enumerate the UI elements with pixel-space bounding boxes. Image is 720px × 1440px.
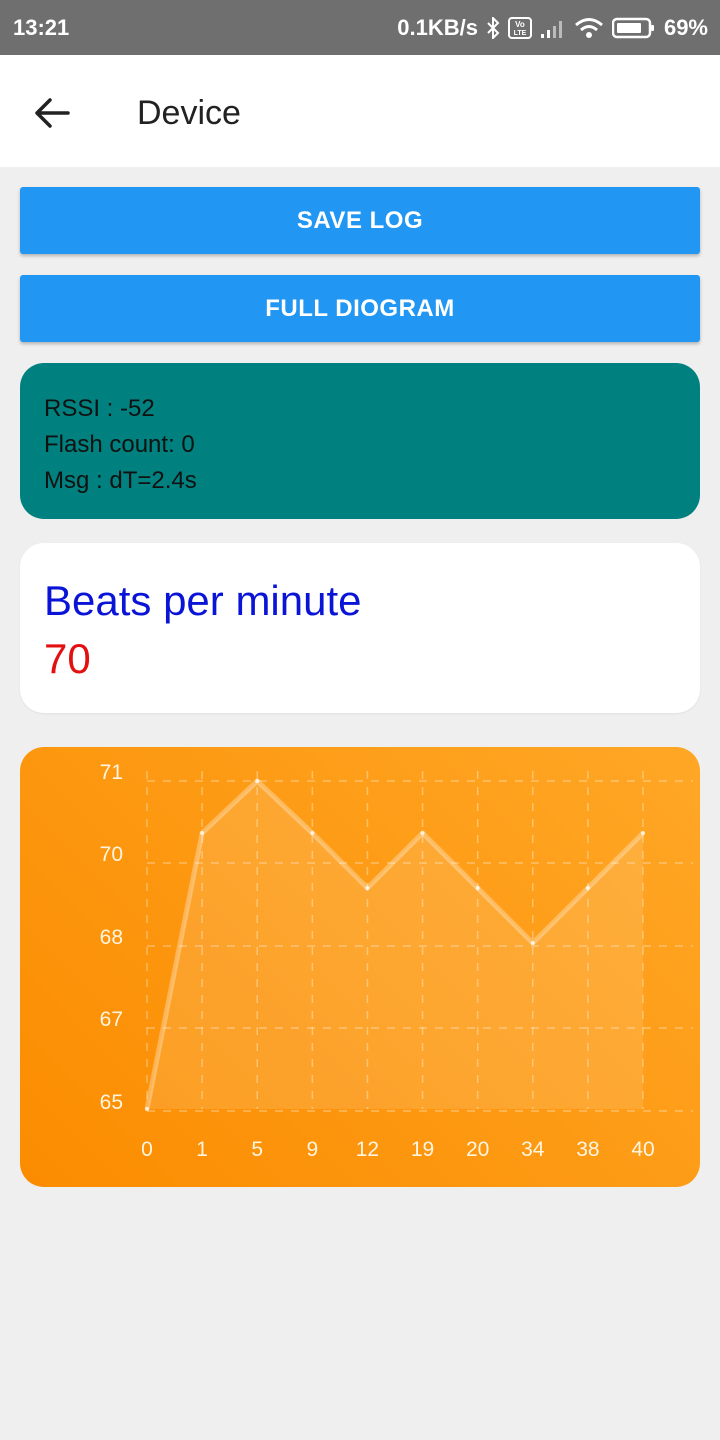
x-tick-label: 9: [306, 1138, 318, 1161]
bluetooth-icon: [486, 16, 500, 39]
series-line: [144, 778, 645, 1110]
arrow-left-icon: [35, 98, 70, 128]
bpm-value: 70: [44, 635, 91, 682]
data-point: [200, 831, 205, 835]
signal-icon: [540, 17, 566, 39]
data-point: [420, 831, 425, 835]
x-tick-label: 20: [466, 1138, 489, 1161]
back-button[interactable]: [30, 91, 74, 135]
battery-percent: 69%: [663, 14, 708, 40]
x-tick-label: 19: [411, 1138, 434, 1161]
series-area: [147, 781, 643, 1109]
y-tick-label: 65: [100, 1091, 123, 1114]
x-tick-label: 40: [631, 1138, 654, 1161]
data-point: [310, 831, 315, 835]
bpm-chart: 71 70 68 67 65 0 1 5 9 12 19 20 34 38 40: [20, 747, 700, 1187]
flash-count-text: Flash count: 0: [44, 431, 195, 458]
full-diogram-button[interactable]: FULL DIOGRAM: [20, 275, 700, 342]
y-tick-label: 68: [100, 926, 123, 949]
y-tick-label: 71: [100, 761, 123, 784]
x-tick-label: 5: [251, 1138, 263, 1161]
bpm-label: Beats per minute: [44, 577, 362, 624]
data-point: [641, 831, 645, 835]
volte-text-vo: Vo: [515, 20, 525, 29]
data-point: [145, 1107, 149, 1111]
x-tick-label: 1: [196, 1138, 208, 1161]
network-speed: 0.1KB/s: [397, 14, 478, 40]
status-icons: 0.1KB/s Vo LTE 69%: [397, 15, 708, 41]
x-tick-label: 12: [356, 1138, 379, 1161]
msg-text: Msg : dT=2.4s: [44, 467, 197, 494]
battery-icon: [611, 17, 656, 39]
status-bar: 13:21 0.1KB/s Vo LTE 69%: [0, 0, 720, 55]
x-tick-label: 38: [576, 1138, 599, 1161]
y-tick-label: 70: [100, 843, 123, 866]
page-title: Device: [137, 94, 241, 132]
volte-icon: Vo LTE: [507, 16, 532, 39]
wifi-icon: [574, 17, 604, 39]
data-point: [530, 941, 535, 945]
rssi-text: RSSI : -52: [44, 395, 155, 422]
x-tick-label: 0: [141, 1138, 153, 1161]
y-tick-label: 67: [100, 1008, 123, 1031]
app-bar: Device: [0, 55, 720, 167]
data-point: [585, 886, 590, 890]
data-point: [255, 779, 260, 783]
status-time: 13:21: [13, 14, 70, 40]
volte-text-lte: LTE: [514, 30, 527, 37]
bpm-chart-svg: 71 70 68 67 65 0 1 5 9 12 19 20 34 38 40: [100, 761, 693, 1161]
data-point: [365, 886, 370, 890]
device-info-card: RSSI : -52 Flash count: 0 Msg : dT=2.4s: [20, 363, 700, 519]
data-point: [475, 886, 480, 890]
bpm-card: Beats per minute 70: [20, 543, 700, 713]
x-tick-label: 34: [521, 1138, 545, 1161]
save-log-button[interactable]: SAVE LOG: [20, 187, 700, 254]
